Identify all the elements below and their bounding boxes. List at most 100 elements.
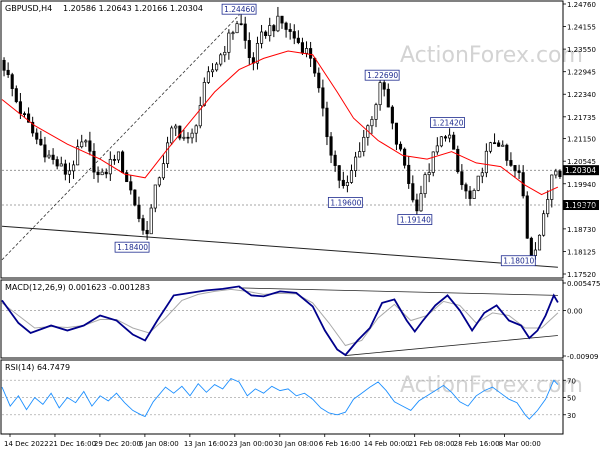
price-label-box-0 <box>221 3 257 15</box>
candle-body <box>43 144 47 158</box>
candle-body <box>497 142 501 147</box>
candle-body <box>505 144 509 161</box>
candle-body <box>390 106 394 124</box>
time-tick-label-4: 13 Jan 16:00 <box>184 440 228 448</box>
candle-body <box>84 140 88 143</box>
candle-body <box>284 22 288 30</box>
candle-body <box>394 122 399 145</box>
candle-body <box>157 177 161 186</box>
price-label-0: 1.24460 <box>224 5 255 14</box>
candle-body <box>345 182 349 186</box>
price-tag-label-0: 1.20304 <box>565 166 596 175</box>
candle-body <box>80 141 84 148</box>
candle-body <box>513 165 517 172</box>
candle-body <box>537 234 542 251</box>
candle-body <box>47 154 51 158</box>
candle-body <box>378 82 382 106</box>
candle-body <box>472 190 476 199</box>
time-tick-label-3: 6 Jan 08:00 <box>139 440 179 448</box>
price-tick-label-0: 1.24760 <box>567 1 596 9</box>
candle-body <box>18 101 22 114</box>
price-label-1: 1.22690 <box>367 71 398 80</box>
price-label-box-5 <box>114 241 150 253</box>
candle-body <box>460 171 464 186</box>
time-tick-label-7: 6 Feb 16:00 <box>319 440 360 448</box>
candle-body <box>288 29 292 32</box>
candle-body <box>51 154 55 160</box>
candle-body <box>170 127 174 144</box>
candle-body <box>104 171 108 175</box>
rsi-series <box>1 377 562 420</box>
candle-body <box>554 170 558 176</box>
candle-body <box>403 148 407 166</box>
candle-body <box>161 163 166 179</box>
time-tick-label-11: 8 Mar 00:00 <box>499 440 541 448</box>
macd-title: MACD(12,26,9) 0.001623 -0.001283 <box>5 283 150 292</box>
candle-body <box>22 113 27 115</box>
price-label-box-4 <box>397 214 433 225</box>
candle-body <box>313 57 317 74</box>
candle-body <box>215 63 219 71</box>
candle-body <box>174 125 178 129</box>
macd-series <box>1 285 562 357</box>
price-tick-label-7: 1.20545 <box>567 158 596 166</box>
candle-body <box>243 23 247 41</box>
candle-body <box>456 148 460 173</box>
candle-body <box>448 134 452 139</box>
candle-body <box>149 207 153 235</box>
time-tick-label-9: 21 Feb 08:00 <box>409 440 455 448</box>
candle-body <box>264 31 268 36</box>
candle-body <box>206 71 210 83</box>
price-label-box-3 <box>327 197 363 208</box>
candle-body <box>407 164 411 184</box>
candle-body <box>321 87 325 109</box>
candle-body <box>476 175 480 191</box>
price-tag-label-1: 1.19370 <box>565 201 596 210</box>
candle-body <box>439 136 443 147</box>
candle-body <box>529 237 533 256</box>
candle-body <box>133 189 137 206</box>
time-tick-label-2: 29 Dec 20:00 <box>94 440 141 448</box>
candle-body <box>227 32 231 53</box>
macd-trendline-1 <box>345 335 558 356</box>
candle-body <box>341 179 345 186</box>
candle-body <box>35 132 39 140</box>
candle-body <box>210 69 215 73</box>
watermark: ActionForex.com <box>400 43 583 68</box>
candle-body <box>398 143 403 150</box>
macd-trendline-0 <box>239 287 558 296</box>
candle-body <box>558 170 562 177</box>
candle-body <box>231 32 235 35</box>
candle-body <box>190 132 194 139</box>
macd-panel-frame <box>0 279 564 359</box>
candle-body <box>76 146 80 166</box>
candle-body <box>137 204 141 219</box>
price-tick-label-10: 1.18730 <box>567 226 596 234</box>
rsi-tick-label-0: 70 <box>567 377 576 385</box>
candle-body <box>517 170 521 173</box>
candle-body <box>300 42 304 54</box>
candle-body <box>96 171 100 176</box>
time-tick-label-5: 23 Jan 00:00 <box>229 440 273 448</box>
price-tick-label-6: 1.21150 <box>567 136 596 144</box>
candle-body <box>100 171 104 176</box>
candle-body <box>10 74 14 89</box>
candle-body <box>88 140 92 152</box>
candle-body <box>546 199 550 215</box>
candle-body <box>153 184 157 209</box>
candle-body <box>464 184 468 192</box>
candle-body <box>186 136 190 139</box>
candle-body <box>31 121 35 134</box>
price-label-box-6 <box>500 255 536 267</box>
candle-body <box>337 165 341 181</box>
price-trendline-0 <box>1 225 558 268</box>
time-tick-label-6: 30 Jan 08:00 <box>274 440 318 448</box>
watermark-rsi: ActionForex.com <box>400 373 583 398</box>
price-label-5: 1.18400 <box>117 243 148 252</box>
candle-body <box>431 151 435 173</box>
price-tick-label-4: 1.22340 <box>567 91 596 99</box>
price-label-2: 1.21420 <box>433 119 464 128</box>
candle-body <box>198 105 202 127</box>
price-tick-label-1: 1.24155 <box>567 24 596 32</box>
candle-body <box>329 136 333 156</box>
